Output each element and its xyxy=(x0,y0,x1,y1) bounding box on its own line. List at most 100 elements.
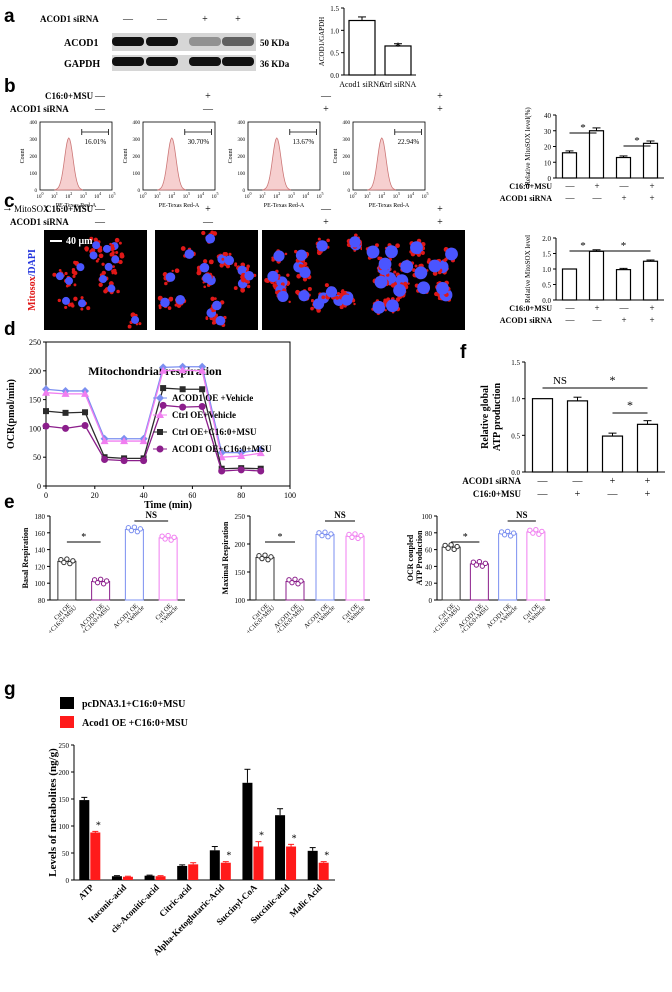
nucleus xyxy=(436,281,449,295)
y-tick-label: 250 xyxy=(29,338,41,347)
nucleus xyxy=(212,300,222,311)
marker xyxy=(179,386,186,393)
x-axis-label: PE-Texas Red-A xyxy=(159,203,200,209)
x-tick-label: 104 xyxy=(302,191,309,200)
mitosox-signal xyxy=(233,286,238,290)
mitosox-signal xyxy=(64,305,68,309)
bar xyxy=(307,850,318,880)
mitosox-signal xyxy=(339,305,344,310)
mitosox-signal xyxy=(271,258,275,262)
y-tick-label: 400 xyxy=(133,121,141,126)
bar xyxy=(588,250,605,301)
marker xyxy=(62,409,69,416)
blot-band xyxy=(189,37,221,46)
chart-e3-y-tick-label: 60 xyxy=(425,547,433,555)
f-acod1-sign: — xyxy=(572,476,584,487)
y-tick-label: 400 xyxy=(343,121,351,126)
x-tick-label: 100 xyxy=(245,191,252,200)
nucleus xyxy=(428,259,442,273)
data-point xyxy=(128,527,135,534)
nucleus xyxy=(267,270,279,283)
x-tick-label: 102 xyxy=(65,191,72,200)
chart-f-y-tick-label: 1.0 xyxy=(511,396,520,404)
mitosox-signal xyxy=(168,296,174,302)
x-tick-label: 105 xyxy=(317,191,324,200)
chart-e3-y-tick-label: 20 xyxy=(425,580,433,588)
bchart-acod1-sign: + xyxy=(621,193,626,203)
data-point xyxy=(319,532,325,539)
mitosox-signal xyxy=(52,272,57,277)
x-tick-label: 103 xyxy=(183,191,190,200)
cchart-acod1-sign: — xyxy=(592,315,603,325)
mitosox-signal xyxy=(118,241,122,245)
mitosox-signal xyxy=(221,257,225,261)
nucleus xyxy=(205,233,216,244)
data-point xyxy=(328,531,334,537)
cchart-c16-sign: — xyxy=(619,303,630,313)
chart-a-y-tick-label: 1.5 xyxy=(330,5,339,13)
nucleus xyxy=(366,245,380,259)
data-point xyxy=(533,527,539,533)
mitosox-signal xyxy=(203,285,206,289)
mitosox-signal xyxy=(203,259,208,264)
significance-star: * xyxy=(634,135,640,147)
microscopy-image xyxy=(44,230,147,330)
c-acod1-sign: — xyxy=(94,217,106,228)
nucleus xyxy=(237,265,248,276)
nucleus xyxy=(64,276,73,285)
significance-star: * xyxy=(278,532,283,543)
data-point xyxy=(504,528,511,535)
nucleus xyxy=(99,275,108,284)
bchart-acod1-sign: + xyxy=(649,193,654,203)
chart-a-y-tick-label: 0.5 xyxy=(330,50,339,58)
flow-histogram: 0100200300400100101102103104105CountPE-T… xyxy=(333,121,429,209)
chart-c-y-tick-label: 1.5 xyxy=(542,251,551,259)
mitosox-signal xyxy=(390,283,396,288)
marker xyxy=(43,408,49,415)
blot-row-size: 50 KDa xyxy=(260,38,290,48)
blot-band xyxy=(189,57,221,66)
legend-entry: pcDNA3.1+C16:0+MSU xyxy=(82,699,185,710)
cchart-acod1-sign: — xyxy=(565,315,576,325)
bar xyxy=(315,533,335,601)
data-point xyxy=(349,534,355,540)
mitosox-signal xyxy=(116,289,120,294)
c-acod1-sign: + xyxy=(437,217,443,228)
y-tick-label: 100 xyxy=(30,172,38,177)
nucleus xyxy=(78,299,87,308)
gate-percentage: 13.67% xyxy=(293,138,315,146)
mitosox-signal xyxy=(70,304,75,308)
y-tick-label: 100 xyxy=(29,424,41,433)
y-tick-label: 0 xyxy=(37,482,41,491)
bar xyxy=(561,152,578,179)
y-axis-label: Count xyxy=(333,148,339,163)
bar xyxy=(209,850,220,880)
bar xyxy=(124,528,144,601)
mitosox-signal xyxy=(321,295,326,300)
data-point xyxy=(289,579,295,586)
bar xyxy=(122,876,133,880)
chart-a-y-tick-label: 0.0 xyxy=(330,72,339,80)
mitosox-signal xyxy=(393,270,397,274)
marker xyxy=(218,467,226,475)
x-tick-label: 100 xyxy=(284,491,296,500)
mitosox-signal xyxy=(71,268,76,272)
mitosox-signal xyxy=(64,271,68,276)
marker xyxy=(159,401,167,409)
mitosox-signal xyxy=(84,246,89,251)
category-label: ATP xyxy=(76,882,96,902)
mitosox-signal xyxy=(264,277,269,283)
nucleus xyxy=(131,315,140,324)
bar xyxy=(601,435,624,473)
chart-e2-y-tick-label: 100 xyxy=(235,597,246,605)
blot-band xyxy=(146,37,178,46)
nucleus xyxy=(295,249,308,261)
significance-star: * xyxy=(292,833,297,844)
marker xyxy=(42,388,50,396)
nucleus xyxy=(374,275,388,289)
marker xyxy=(61,389,70,397)
bar xyxy=(111,876,122,880)
nucleus xyxy=(372,300,386,314)
mitosox-signal xyxy=(174,268,180,274)
